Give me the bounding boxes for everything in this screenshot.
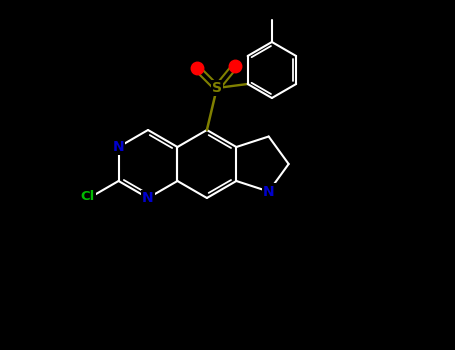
Text: S: S: [212, 81, 222, 95]
Text: O: O: [231, 61, 239, 71]
Text: N: N: [263, 184, 274, 198]
Text: O: O: [193, 63, 201, 73]
Text: N: N: [142, 191, 154, 205]
Text: Cl: Cl: [81, 189, 95, 203]
Text: N: N: [113, 140, 124, 154]
